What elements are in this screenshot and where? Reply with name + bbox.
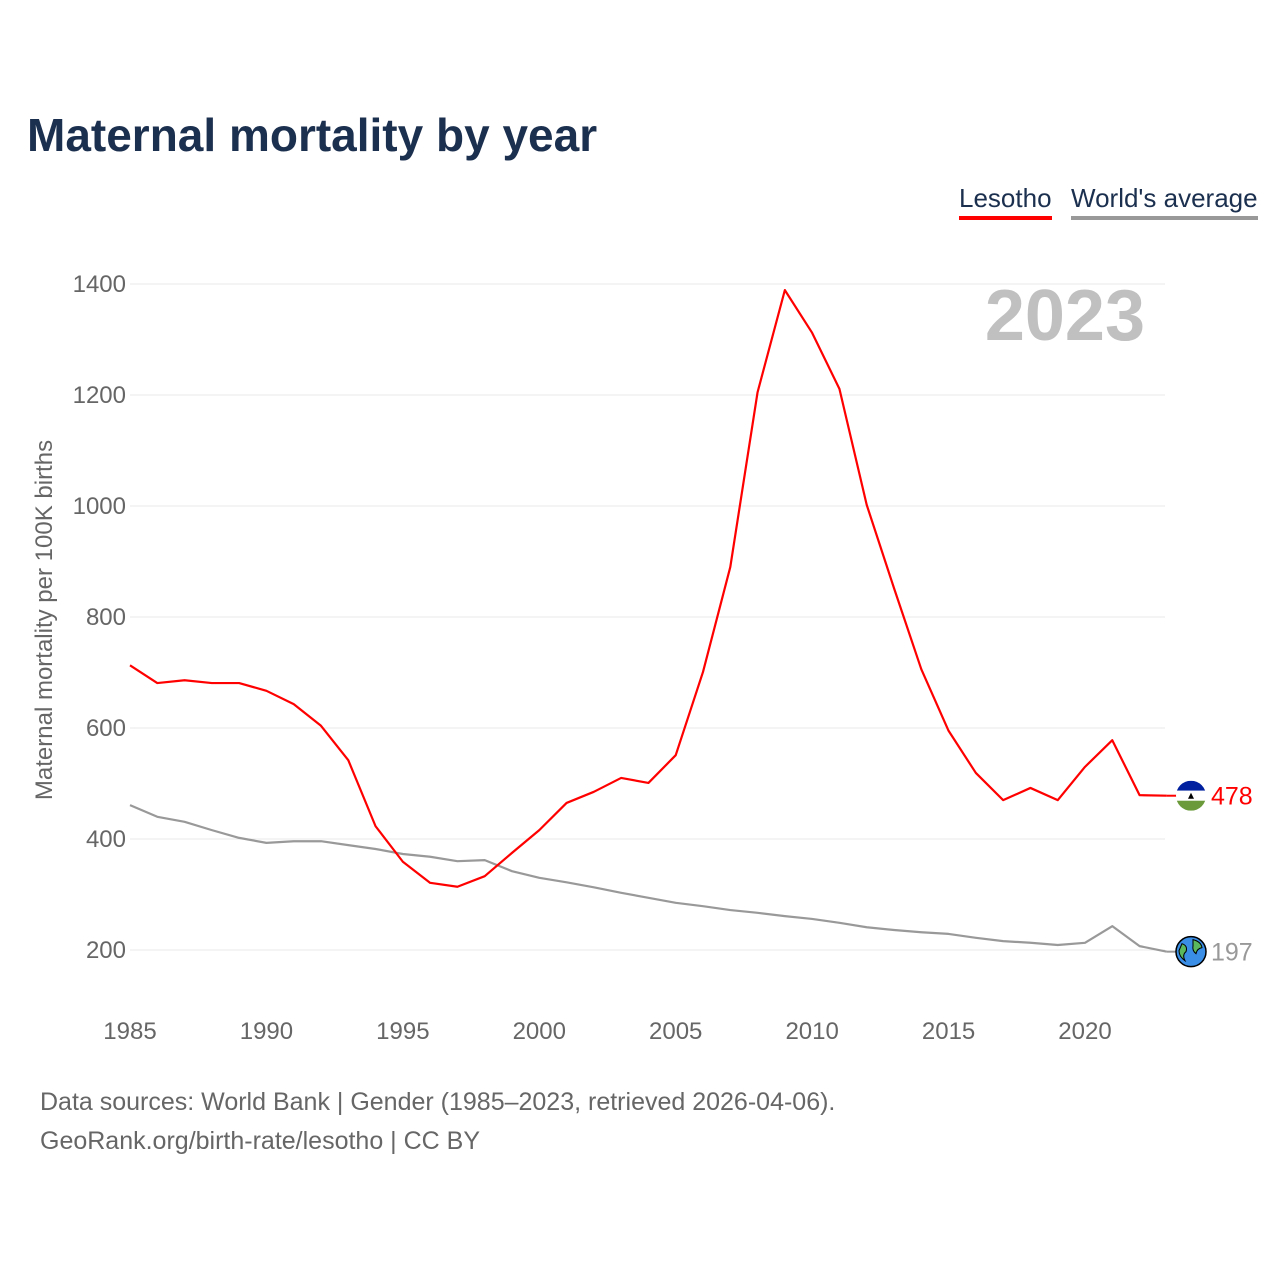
x-tick-label: 1995 <box>376 1018 429 1045</box>
y-tick-label: 1000 <box>73 493 126 520</box>
globe-icon <box>1175 935 1207 968</box>
x-tick-label: 2010 <box>785 1018 838 1045</box>
y-tick-label: 1400 <box>73 271 126 298</box>
footer-sources: Data sources: World Bank | Gender (1985–… <box>40 1088 836 1116</box>
end-value-label: 197 <box>1211 939 1253 967</box>
x-tick-label: 2005 <box>649 1018 702 1045</box>
year-watermark: 2023 <box>985 276 1145 356</box>
lesotho-flag-icon <box>1176 780 1206 811</box>
legend-world-average[interactable]: World's average <box>1071 183 1258 220</box>
y-tick-label: 600 <box>86 715 126 742</box>
y-tick-label: 800 <box>86 604 126 631</box>
end-value-label: 478 <box>1211 783 1253 811</box>
x-tick-label: 1985 <box>103 1018 156 1045</box>
x-tick-label: 2015 <box>922 1018 975 1045</box>
chart-title: Maternal mortality by year <box>27 109 598 161</box>
y-tick-label: 400 <box>86 826 126 853</box>
legend-lesotho[interactable]: Lesotho <box>959 183 1052 220</box>
y-tick-label: 1200 <box>73 382 126 409</box>
y-tick-label: 200 <box>86 937 126 964</box>
x-tick-label: 2000 <box>513 1018 566 1045</box>
series-line-lesotho <box>129 289 1167 888</box>
x-tick-label: 2020 <box>1058 1018 1111 1045</box>
y-axis-label: Maternal mortality per 100K births <box>31 440 58 800</box>
series-line-world-average <box>129 804 1168 953</box>
footer-credit: GeoRank.org/birth-rate/lesotho | CC BY <box>40 1127 481 1155</box>
x-tick-label: 1990 <box>240 1018 293 1045</box>
